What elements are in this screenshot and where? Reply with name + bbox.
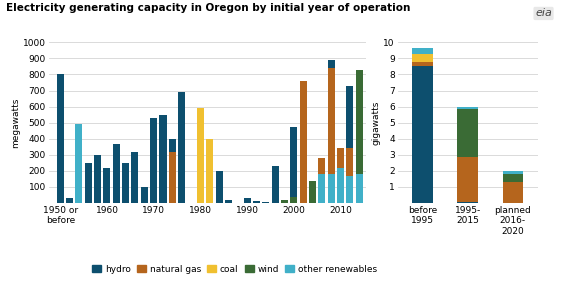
- Bar: [160, 114, 166, 203]
- Bar: [346, 148, 353, 203]
- Y-axis label: megawatts: megawatts: [11, 98, 20, 148]
- Bar: [503, 182, 523, 203]
- Bar: [253, 201, 260, 203]
- Bar: [206, 197, 213, 203]
- Bar: [412, 54, 432, 61]
- Text: Electricity generating capacity in Oregon by initial year of operation: Electricity generating capacity in Orego…: [6, 3, 410, 13]
- Bar: [290, 197, 297, 203]
- Bar: [412, 67, 432, 203]
- Bar: [262, 202, 269, 203]
- Bar: [318, 158, 325, 203]
- Bar: [337, 185, 344, 203]
- Bar: [337, 148, 344, 203]
- Bar: [300, 166, 307, 203]
- Bar: [178, 92, 185, 203]
- Bar: [328, 60, 335, 203]
- Bar: [503, 174, 523, 182]
- Text: eia: eia: [535, 8, 552, 18]
- Bar: [94, 155, 101, 203]
- Bar: [281, 200, 288, 203]
- Bar: [356, 70, 363, 203]
- Legend: hydro, natural gas, coal, wind, other renewables: hydro, natural gas, coal, wind, other re…: [89, 261, 380, 277]
- Bar: [104, 168, 110, 203]
- Bar: [76, 124, 82, 203]
- Bar: [57, 74, 64, 203]
- Bar: [458, 202, 478, 203]
- Bar: [337, 176, 344, 203]
- Bar: [197, 108, 204, 203]
- Bar: [346, 176, 353, 203]
- Bar: [328, 174, 335, 203]
- Bar: [337, 168, 344, 203]
- Bar: [318, 174, 325, 203]
- Bar: [141, 187, 148, 203]
- Bar: [412, 48, 432, 54]
- Bar: [169, 139, 176, 203]
- Bar: [356, 174, 363, 203]
- Bar: [122, 163, 129, 203]
- Bar: [318, 195, 325, 203]
- Bar: [290, 127, 297, 203]
- Bar: [281, 202, 288, 203]
- Y-axis label: gigawatts: gigawatts: [371, 100, 380, 145]
- Bar: [412, 61, 432, 67]
- Bar: [272, 166, 279, 203]
- Bar: [503, 171, 523, 174]
- Bar: [169, 152, 176, 203]
- Bar: [150, 118, 157, 203]
- Bar: [216, 171, 223, 203]
- Bar: [300, 81, 307, 203]
- Bar: [458, 157, 478, 202]
- Bar: [318, 160, 325, 203]
- Bar: [346, 86, 353, 203]
- Bar: [458, 107, 478, 109]
- Bar: [85, 163, 92, 203]
- Bar: [244, 198, 251, 203]
- Bar: [206, 139, 213, 203]
- Bar: [309, 180, 316, 203]
- Bar: [328, 68, 335, 203]
- Bar: [356, 169, 363, 203]
- Bar: [132, 152, 138, 203]
- Bar: [113, 144, 120, 203]
- Bar: [66, 198, 73, 203]
- Bar: [458, 109, 478, 157]
- Bar: [197, 173, 204, 203]
- Bar: [225, 200, 232, 203]
